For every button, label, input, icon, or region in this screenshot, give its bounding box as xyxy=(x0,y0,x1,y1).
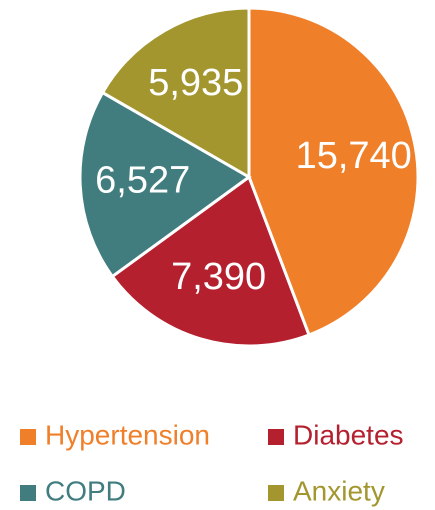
value-label: 7,390 xyxy=(171,256,266,298)
pie-slice xyxy=(247,6,420,337)
value-label: 5,935 xyxy=(148,62,243,104)
legend-swatch xyxy=(268,429,284,445)
legend-swatch xyxy=(20,485,36,501)
pie-slice xyxy=(100,6,251,180)
legend-swatch xyxy=(20,429,36,445)
legend-label: Anxiety xyxy=(293,475,385,506)
legend-label: COPD xyxy=(45,475,126,506)
pie-slice xyxy=(78,90,252,279)
legend-label: Diabetes xyxy=(293,419,404,450)
value-label: 15,740 xyxy=(296,135,412,177)
legend-swatch xyxy=(268,485,284,501)
value-label: 6,527 xyxy=(95,160,190,202)
legend-label: Hypertension xyxy=(45,419,210,450)
pie-slice xyxy=(110,174,311,348)
